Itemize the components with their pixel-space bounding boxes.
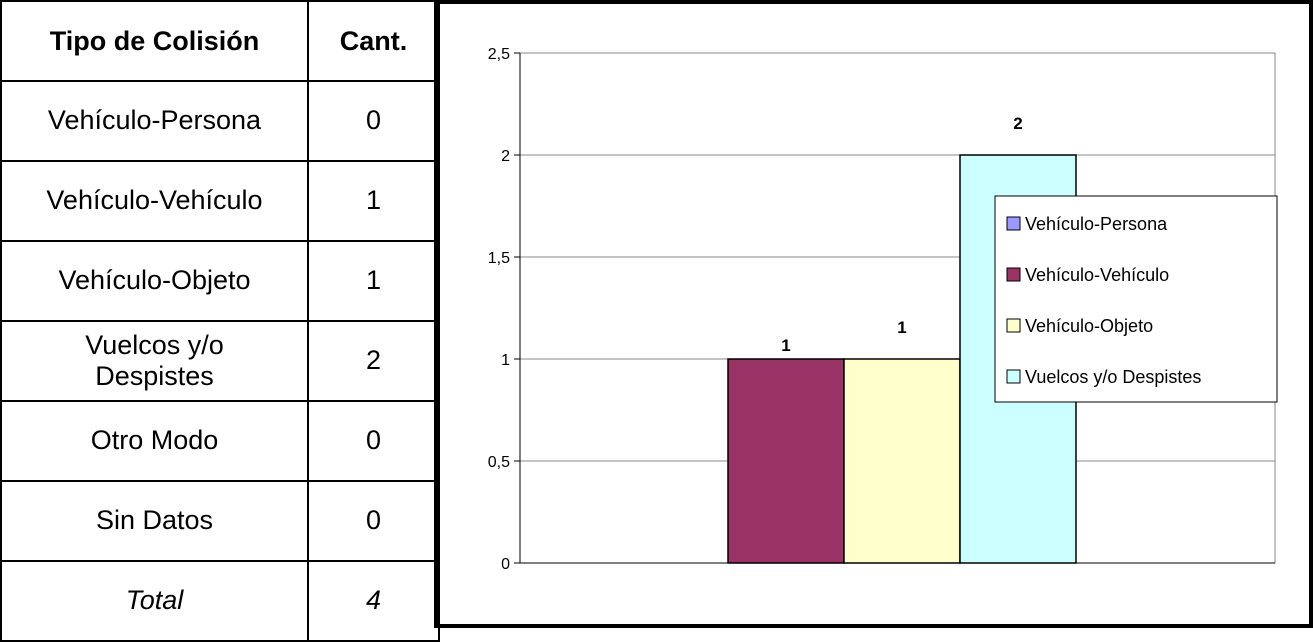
- y-tick-label: 1,5: [488, 250, 510, 267]
- header-cant: Cant.: [307, 0, 440, 82]
- y-tick-label: 2: [501, 148, 510, 165]
- bar: [727, 358, 845, 564]
- row-value: 1: [307, 240, 440, 322]
- row-label: Otro Modo: [0, 400, 309, 482]
- row-label: Vuelcos y/o Despistes: [0, 320, 309, 402]
- row-label: Vehículo-Vehículo: [0, 160, 309, 242]
- legend-label: Vehículo-Persona: [1025, 214, 1168, 234]
- row-label: Vehículo-Objeto: [0, 240, 309, 322]
- row-value: 0: [307, 480, 440, 562]
- bar-chart: 0 0,5 1 1,5 2 2,5 1 1 2 Vehículo-Persona Vehículo-…: [488, 46, 1278, 573]
- row-value: 1: [307, 160, 440, 242]
- legend-swatch: [1006, 318, 1021, 333]
- legend-label: Vuelcos y/o Despistes: [1025, 367, 1201, 387]
- table-header-row: Tipo de Colisión Cant.: [0, 0, 440, 82]
- row-label: Sin Datos: [0, 480, 309, 562]
- collision-table: Tipo de Colisión Cant. Vehículo-Persona …: [0, 0, 440, 642]
- bar: [843, 358, 961, 564]
- table-row: Vehículo-Vehículo 1: [0, 160, 440, 242]
- header-tipo: Tipo de Colisión: [0, 0, 309, 82]
- row-value: 2: [307, 320, 440, 402]
- table-row: Vehículo-Persona 0: [0, 80, 440, 162]
- table-row: Otro Modo 0: [0, 400, 440, 482]
- data-label: 1: [781, 336, 790, 355]
- legend-swatch: [1006, 216, 1021, 231]
- table-total-row: Total 4: [0, 560, 440, 642]
- table-row: Sin Datos 0: [0, 480, 440, 562]
- row-value: 0: [307, 80, 440, 162]
- legend: [994, 195, 1278, 403]
- y-tick-label: 2,5: [488, 46, 510, 63]
- row-label: Vehículo-Persona: [0, 80, 309, 162]
- y-tick-label: 0,5: [488, 454, 510, 471]
- table-row: Vuelcos y/o Despistes 2: [0, 320, 440, 402]
- y-tick-label: 0: [501, 556, 510, 573]
- row-value: 0: [307, 400, 440, 482]
- legend-label: Vehículo-Vehículo: [1025, 265, 1169, 285]
- y-tick-label: 1: [501, 352, 510, 369]
- data-label: 1: [897, 318, 906, 337]
- legend-swatch: [1006, 267, 1021, 282]
- legend-label: Vehículo-Objeto: [1025, 316, 1153, 336]
- legend-swatch: [1006, 369, 1021, 384]
- data-label: 2: [1013, 114, 1022, 133]
- total-label: Total: [0, 560, 309, 642]
- total-value: 4: [307, 560, 440, 642]
- table-row: Vehículo-Objeto 1: [0, 240, 440, 322]
- chart-panel: 0 0,5 1 1,5 2 2,5 1 1 2 Vehículo-Persona Vehículo-…: [434, 0, 1313, 628]
